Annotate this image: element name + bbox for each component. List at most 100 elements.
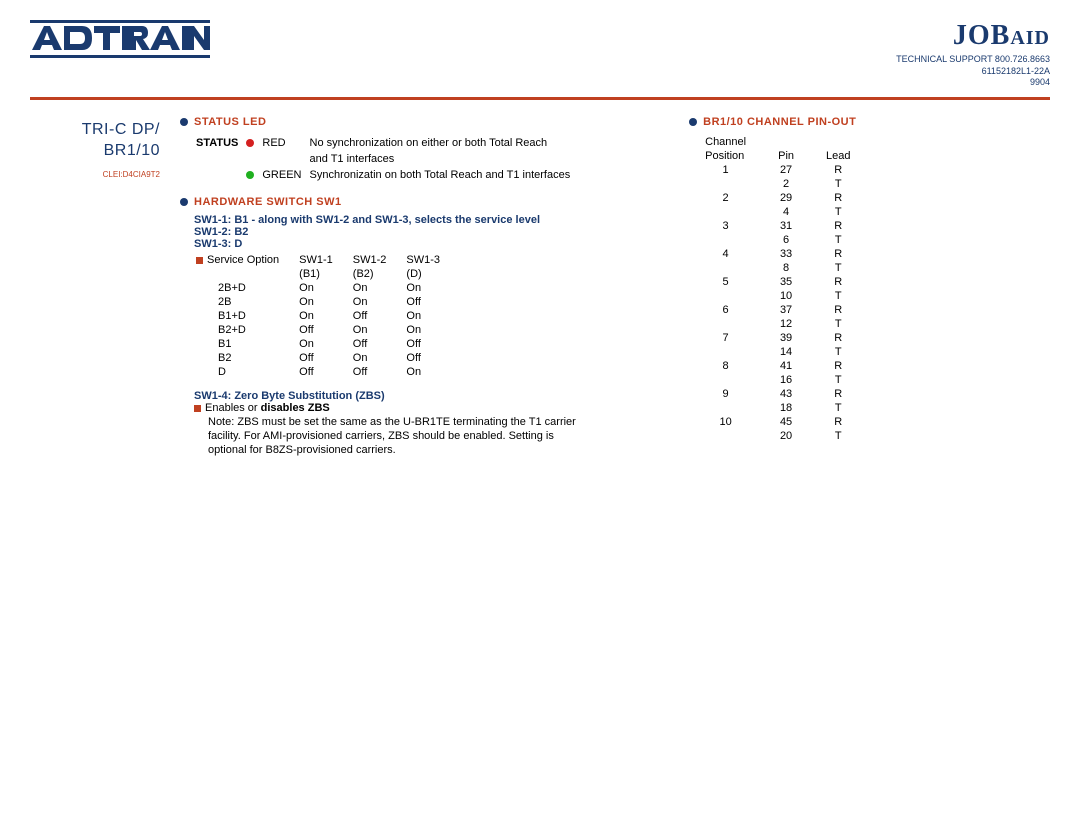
- cell: On: [406, 366, 458, 378]
- pin-hdr: Position: [705, 150, 776, 162]
- cell: 10: [778, 290, 824, 302]
- table-row: DOffOffOn: [196, 366, 458, 378]
- table-row: 12T: [705, 318, 880, 330]
- table-row: B2+DOffOnOn: [196, 324, 458, 336]
- cell: R: [826, 220, 880, 232]
- table-row: 6T: [705, 234, 880, 246]
- left-column: STATUS LED STATUS RED No synchronization…: [180, 110, 649, 457]
- cell: On: [353, 352, 405, 364]
- bullet-icon: [180, 198, 188, 206]
- table-row: 18T: [705, 402, 880, 414]
- svc-opt: D: [196, 366, 297, 378]
- cell: On: [406, 282, 458, 294]
- led-indicator: [246, 136, 260, 150]
- cell: [705, 206, 776, 218]
- cell: [705, 290, 776, 302]
- cell: 29: [778, 192, 824, 204]
- cell: T: [826, 178, 880, 190]
- bullet-icon: [689, 118, 697, 126]
- doc-number: 61152182L1-22A: [896, 66, 1050, 78]
- led-name: RED: [262, 136, 307, 150]
- pinout-table: Channel Position Pin Lead 127R2T229R4T33…: [703, 134, 882, 444]
- zbs-title: SW1-4: Zero Byte Substitution (ZBS): [194, 390, 649, 402]
- led-indicator: [246, 168, 260, 182]
- cell: On: [299, 338, 351, 350]
- cell: 33: [778, 248, 824, 260]
- col-hdr: SW1-3: [406, 254, 458, 266]
- cell: R: [826, 276, 880, 288]
- cell: T: [826, 430, 880, 442]
- cell: 14: [778, 346, 824, 358]
- cell: [705, 178, 776, 190]
- service-option-table: Service Option SW1-1 SW1-2 SW1-3 (B1) (B…: [194, 252, 460, 380]
- table-row: 943R: [705, 388, 880, 400]
- cell: [705, 402, 776, 414]
- table-row: STATUS RED No synchronization on either …: [196, 136, 576, 150]
- table-row: 8T: [705, 262, 880, 274]
- cell: 6: [778, 234, 824, 246]
- table-row: 10T: [705, 290, 880, 302]
- cell: R: [826, 164, 880, 176]
- cell: On: [353, 282, 405, 294]
- cell: On: [406, 324, 458, 336]
- svc-label: Service Option: [196, 254, 297, 266]
- cell: T: [826, 290, 880, 302]
- doc-date: 9904: [896, 77, 1050, 89]
- cell: Off: [353, 338, 405, 350]
- page-header: JOBAID TECHNICAL SUPPORT 800.726.8663 61…: [30, 20, 1050, 100]
- svc-opt: B1: [196, 338, 297, 350]
- zbs-note: Note: ZBS must be set the same as the U-…: [208, 416, 588, 457]
- cell: [705, 374, 776, 386]
- status-led-title: STATUS LED: [194, 116, 266, 128]
- cell: T: [826, 402, 880, 414]
- table-row: 1045R: [705, 416, 880, 428]
- cell: On: [299, 296, 351, 308]
- cell: 35: [778, 276, 824, 288]
- cell: R: [826, 248, 880, 260]
- cell: Off: [406, 296, 458, 308]
- svc-opt: B1+D: [196, 310, 297, 322]
- cell: T: [826, 262, 880, 274]
- cell: T: [826, 374, 880, 386]
- cell: T: [826, 318, 880, 330]
- cell: On: [353, 324, 405, 336]
- table-row: 2T: [705, 178, 880, 190]
- product-line2: BR1/10: [30, 141, 160, 162]
- cell: R: [826, 304, 880, 316]
- cell: [705, 318, 776, 330]
- cell: 4: [705, 248, 776, 260]
- bullet-icon: [180, 118, 188, 126]
- zbs-enable: Enables or disables ZBS: [194, 402, 649, 414]
- cell: On: [353, 296, 405, 308]
- cell: 9: [705, 388, 776, 400]
- support-phone: TECHNICAL SUPPORT 800.726.8663: [896, 54, 1050, 66]
- cell: 31: [778, 220, 824, 232]
- table-row: 2BOnOnOff: [196, 296, 458, 308]
- table-row: B2OffOnOff: [196, 352, 458, 364]
- status-table: STATUS RED No synchronization on either …: [194, 134, 578, 184]
- led-name: GREEN: [262, 168, 307, 182]
- cell: 43: [778, 388, 824, 400]
- square-icon: [194, 405, 201, 412]
- cell: 3: [705, 220, 776, 232]
- sw1-2-desc: SW1-2: B2: [194, 226, 649, 238]
- col-hdr: SW1-2: [353, 254, 405, 266]
- zbs-section: SW1-4: Zero Byte Substitution (ZBS) Enab…: [194, 390, 649, 414]
- cell: 5: [705, 276, 776, 288]
- hw-switch-title: HARDWARE SWITCH SW1: [194, 196, 342, 208]
- table-row: Channel: [705, 136, 880, 148]
- table-row: 4T: [705, 206, 880, 218]
- cell: R: [826, 388, 880, 400]
- clei-code: CLEI:D4CIA9T2: [30, 170, 160, 179]
- red-dot-icon: [246, 139, 254, 147]
- table-row: 535R: [705, 276, 880, 288]
- svc-opt: 2B: [196, 296, 297, 308]
- status-led-header: STATUS LED: [180, 116, 649, 128]
- cell: [705, 262, 776, 274]
- table-row: 637R: [705, 304, 880, 316]
- cell: 8: [778, 262, 824, 274]
- table-row: Position Pin Lead: [705, 150, 880, 162]
- jobaid-title: JOBAID: [896, 20, 1050, 52]
- cell: Off: [406, 352, 458, 364]
- cell: Off: [406, 338, 458, 350]
